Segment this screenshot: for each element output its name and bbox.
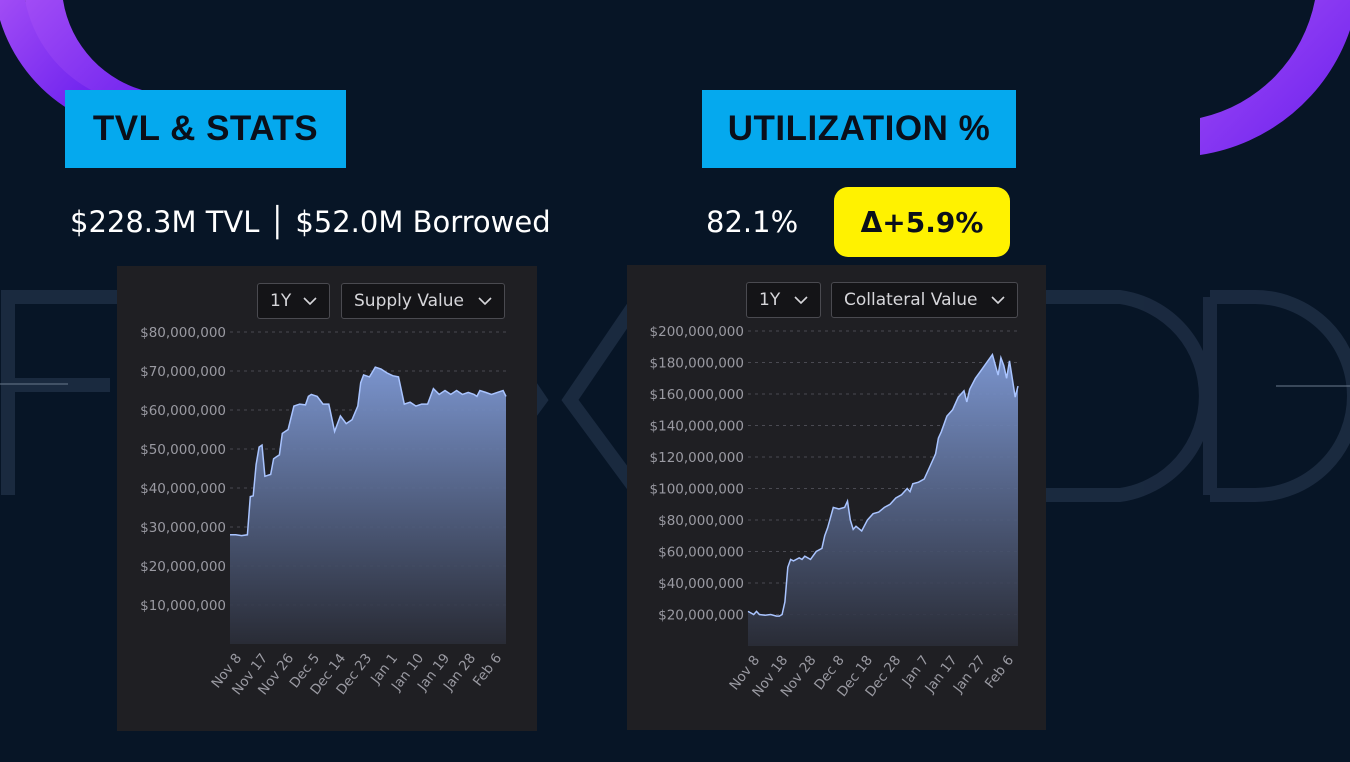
- utilization-heading: UTILIZATION %: [702, 90, 1016, 168]
- y-tick-label: $40,000,000: [140, 481, 226, 497]
- decor-arc-right: [1200, 0, 1350, 155]
- utilization-value: 82.1%: [706, 205, 799, 239]
- chevron-down-icon: [981, 296, 1005, 304]
- y-tick-label: $10,000,000: [140, 598, 226, 614]
- series-line: [230, 366, 507, 537]
- y-tick-label: $120,000,000: [650, 450, 744, 466]
- range-select-label: 1Y: [270, 291, 292, 311]
- supply-value-chart: $10,000,000 $20,000,000 $30,000,000 $40,000…: [140, 325, 507, 698]
- y-tick-label: $100,000,000: [650, 482, 744, 498]
- tvl-borrowed-stats: $228.3M TVL │ $52.0M Borrowed: [70, 205, 551, 239]
- y-tick-label: $20,000,000: [658, 608, 744, 624]
- x-tick-label: Feb 6: [470, 651, 505, 690]
- chevron-down-icon: [468, 297, 492, 305]
- series-line: [747, 352, 1019, 617]
- x-tick-label: Feb 6: [982, 653, 1017, 692]
- range-select-1y[interactable]: 1Y: [257, 283, 330, 319]
- metric-select-collateral-value[interactable]: Collateral Value: [831, 282, 1018, 318]
- utilization-delta-badge: Δ+5.9%: [834, 187, 1010, 257]
- y-tick-label: $160,000,000: [650, 387, 744, 403]
- metric-select-label: Supply Value: [354, 291, 465, 311]
- y-tick-label: $50,000,000: [140, 442, 226, 458]
- y-tick-label: $200,000,000: [650, 324, 744, 340]
- y-tick-label: $60,000,000: [140, 403, 226, 419]
- metric-select-label: Collateral Value: [844, 290, 978, 310]
- area-fill: [230, 367, 506, 644]
- tvl-stats-heading: TVL & STATS: [65, 90, 346, 168]
- area-fill: [748, 354, 1018, 646]
- y-tick-label: $140,000,000: [650, 419, 744, 435]
- collateral-value-chart: $20,000,000 $40,000,000 $60,000,000 $80,000…: [650, 324, 1019, 700]
- supply-chart-panel: $10,000,000 $20,000,000 $30,000,000 $40,000…: [117, 266, 537, 731]
- chevron-down-icon: [293, 297, 317, 305]
- y-tick-label: $20,000,000: [140, 559, 226, 575]
- decor-arc-left-outer: [0, 0, 95, 110]
- y-tick-label: $80,000,000: [658, 513, 744, 529]
- chevron-down-icon: [784, 296, 808, 304]
- y-tick-label: $80,000,000: [140, 325, 226, 341]
- range-select-1y[interactable]: 1Y: [746, 282, 821, 318]
- y-tick-label: $60,000,000: [658, 545, 744, 561]
- y-tick-label: $180,000,000: [650, 356, 744, 372]
- y-tick-label: $40,000,000: [658, 576, 744, 592]
- y-tick-label: $30,000,000: [140, 520, 226, 536]
- range-select-label: 1Y: [759, 290, 781, 310]
- y-tick-label: $70,000,000: [140, 364, 226, 380]
- collateral-chart-panel: $20,000,000 $40,000,000 $60,000,000 $80,000…: [627, 265, 1046, 730]
- metric-select-supply-value[interactable]: Supply Value: [341, 283, 505, 319]
